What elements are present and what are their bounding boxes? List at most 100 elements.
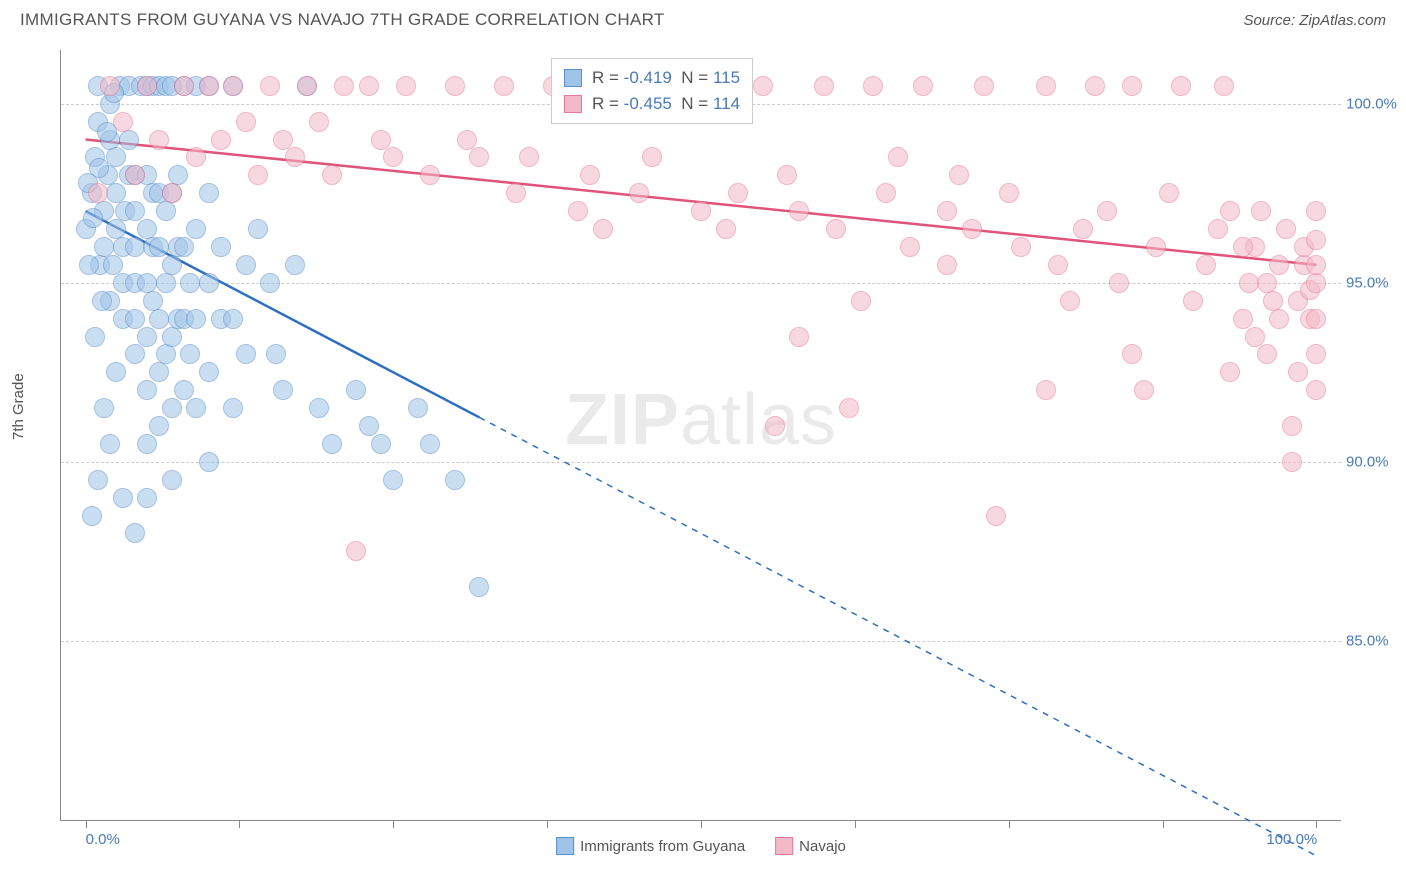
scatter-point-navajo [728,183,748,203]
y-tick-label: 90.0% [1346,453,1401,470]
scatter-point-navajo [1220,362,1240,382]
scatter-point-navajo [863,76,883,96]
scatter-point-navajo [765,416,785,436]
scatter-point-navajo [691,201,711,221]
scatter-point-guyana [322,434,342,454]
scatter-point-navajo [789,327,809,347]
x-tick [701,820,702,828]
scatter-point-guyana [125,344,145,364]
scatter-point-guyana [199,273,219,293]
swatch-navajo [564,95,582,113]
x-tick [1163,820,1164,828]
scatter-point-navajo [186,147,206,167]
swatch-guyana [556,837,574,855]
scatter-point-navajo [1036,76,1056,96]
y-tick-label: 100.0% [1346,95,1401,112]
scatter-point-guyana [469,577,489,597]
scatter-point-navajo [223,76,243,96]
scatter-point-navajo [1220,201,1240,221]
scatter-point-guyana [137,327,157,347]
scatter-point-guyana [266,344,286,364]
scatter-point-guyana [156,273,176,293]
bottom-legend: Immigrants from GuyanaNavajo [556,837,846,855]
scatter-point-guyana [125,237,145,257]
source-label: Source: ZipAtlas.com [1243,12,1386,29]
scatter-point-navajo [359,76,379,96]
scatter-point-navajo [876,183,896,203]
scatter-point-navajo [1233,237,1253,257]
y-axis-label: 7th Grade [10,373,27,440]
swatch-navajo [775,837,793,855]
scatter-point-guyana [100,434,120,454]
scatter-point-navajo [1239,273,1259,293]
scatter-point-navajo [396,76,416,96]
scatter-point-navajo [777,165,797,185]
scatter-point-navajo [420,165,440,185]
chart-container: 7th Grade ZIPatlas 100.0%95.0%90.0%85.0%… [20,40,1386,880]
scatter-point-guyana [236,255,256,275]
scatter-point-navajo [1214,76,1234,96]
scatter-point-guyana [125,201,145,221]
scatter-point-navajo [1109,273,1129,293]
scatter-point-navajo [494,76,514,96]
scatter-point-navajo [949,165,969,185]
scatter-point-navajo [851,291,871,311]
scatter-point-navajo [519,147,539,167]
scatter-point-navajo [642,147,662,167]
scatter-point-guyana [285,255,305,275]
scatter-point-navajo [236,112,256,132]
scatter-point-guyana [186,398,206,418]
scatter-point-guyana [119,130,139,150]
scatter-point-navajo [162,183,182,203]
scatter-point-navajo [1122,344,1142,364]
scatter-point-navajo [962,219,982,239]
scatter-point-guyana [162,327,182,347]
chart-title: IMMIGRANTS FROM GUYANA VS NAVAJO 7TH GRA… [20,10,665,30]
scatter-point-navajo [937,255,957,275]
scatter-point-navajo [285,147,305,167]
scatter-point-guyana [85,327,105,347]
scatter-point-navajo [1251,201,1271,221]
scatter-point-navajo [1060,291,1080,311]
plot-area: ZIPatlas 100.0%95.0%90.0%85.0%0.0%100.0%… [60,50,1341,821]
x-tick-label: 0.0% [86,831,120,848]
x-tick [547,820,548,828]
scatter-point-navajo [1122,76,1142,96]
scatter-point-navajo [1011,237,1031,257]
scatter-point-navajo [1282,452,1302,472]
scatter-point-navajo [753,76,773,96]
scatter-point-navajo [1269,309,1289,329]
scatter-point-guyana [199,183,219,203]
scatter-point-guyana [236,344,256,364]
scatter-point-navajo [999,183,1019,203]
scatter-point-navajo [211,130,231,150]
scatter-point-navajo [1085,76,1105,96]
scatter-point-navajo [974,76,994,96]
scatter-point-guyana [125,523,145,543]
scatter-point-guyana [149,237,169,257]
scatter-point-navajo [100,76,120,96]
scatter-point-guyana [359,416,379,436]
scatter-point-navajo [137,76,157,96]
scatter-point-guyana [211,237,231,257]
scatter-point-navajo [1288,362,1308,382]
scatter-point-guyana [445,470,465,490]
scatter-point-navajo [469,147,489,167]
scatter-point-navajo [913,76,933,96]
scatter-point-navajo [1306,309,1326,329]
scatter-point-guyana [186,309,206,329]
scatter-point-navajo [1183,291,1203,311]
scatter-point-navajo [568,201,588,221]
scatter-point-guyana [106,147,126,167]
scatter-point-navajo [445,76,465,96]
scatter-point-guyana [149,309,169,329]
scatter-point-guyana [420,434,440,454]
scatter-point-navajo [248,165,268,185]
scatter-point-guyana [156,344,176,364]
x-tick [1316,820,1317,828]
scatter-point-navajo [814,76,834,96]
scatter-point-guyana [346,380,366,400]
scatter-point-navajo [716,219,736,239]
scatter-point-guyana [162,398,182,418]
scatter-point-navajo [113,112,133,132]
